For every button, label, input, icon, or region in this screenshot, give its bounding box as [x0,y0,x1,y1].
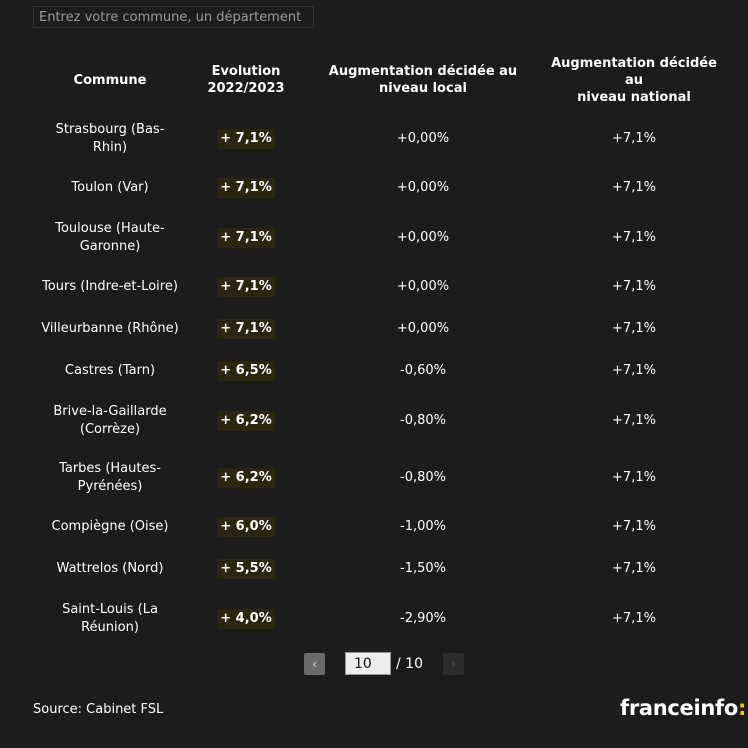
cell-commune: Villeurbanne (Rhône) [41,320,179,336]
cell-national: +7,1% [612,363,656,378]
cell-local: -0,80% [400,413,446,428]
table-row: Villeurbanne (Rhône) + 7,1% +0,00% +7,1% [33,307,733,350]
cell-evolution: + 7,1% [217,318,275,339]
cell-evolution: + 6,2% [217,411,275,431]
cell-local: +0,00% [396,320,450,336]
source-text: Source: Cabinet FSL [33,702,164,717]
cell-evolution: + 4,0% [217,609,275,629]
cell-national: +7,1% [612,230,656,245]
cell-local: -0,60% [400,363,446,378]
cell-local: -0,80% [400,470,446,485]
cell-commune: Toulon (Var) [71,180,149,195]
header-national[interactable]: Augmentation décidée au niveau national [551,55,717,105]
cell-local: -2,90% [400,611,446,626]
cell-local: +0,00% [396,180,450,195]
cell-national: +7,1% [612,180,656,195]
cell-local: +0,00% [396,279,450,294]
table-row: Saint-Louis (La Réunion) + 4,0% -2,90% +7,1… [33,590,733,648]
cell-national: +7,1% [612,561,656,576]
table-row: Brive-la-Gaillarde (Corrèze) + 6,2% -0,80%… [33,392,733,450]
table-row: Castres (Tarn) + 6,5% -0,60% +7,1% [33,350,733,392]
cell-evolution: + 7,1% [217,277,275,297]
cell-local: -1,00% [400,519,446,534]
cell-evolution: + 6,2% [217,468,275,488]
table-row: Wattrelos (Nord) + 5,5% -1,50% +7,1% [33,548,733,590]
cell-national: +7,1% [612,470,656,485]
table-row: Compiègne (Oise) + 6,0% -1,00% +7,1% [33,506,733,548]
table-row: Toulouse (Haute-Garonne) + 7,1% +0,00% +7,1… [33,209,733,267]
cell-local: +0,00% [396,130,450,146]
table-row: Tarbes (Hautes-Pyrénées) + 6,2% -0,80% +7,1… [33,450,733,506]
data-table: Commune Evolution 2022/2023 Augmentation… [33,50,733,648]
cell-evolution: + 7,1% [217,228,275,248]
cell-evolution: + 7,1% [217,178,275,198]
cell-national: +7,1% [612,130,656,146]
table-row: Toulon (Var) + 7,1% +0,00% +7,1% [33,167,733,209]
table-body: Strasbourg (Bas-Rhin) + 7,1% +0,00% +7,1% To… [33,110,733,648]
cell-commune: Compiègne (Oise) [51,519,169,534]
logo-text: franceinfo [620,696,739,720]
franceinfo-logo: franceinfo: [620,696,746,720]
table-row: Tours (Indre-et-Loire) + 7,1% +0,00% +7,1% [33,267,733,307]
cell-commune: Strasbourg (Bas-Rhin) [55,121,165,155]
cell-commune: Brive-la-Gaillarde (Corrèze) [53,404,167,437]
cell-commune: Wattrelos (Nord) [56,561,164,576]
search-input[interactable] [33,6,314,28]
pagination: ‹ / 10 › [304,652,464,675]
cell-evolution: + 6,5% [217,361,275,381]
next-page-button[interactable]: › [442,652,464,675]
cell-evolution: + 7,1% [217,128,275,149]
cell-local: +0,00% [396,230,450,245]
cell-commune: Toulouse (Haute-Garonne) [55,221,165,254]
table-header: Commune Evolution 2022/2023 Augmentation… [33,50,733,110]
cell-national: +7,1% [612,279,656,294]
cell-evolution: + 6,0% [217,517,275,537]
prev-page-button[interactable]: ‹ [304,652,325,675]
logo-colon: : [738,696,747,720]
page-number-input[interactable] [345,652,391,675]
page-total: / 10 [396,655,423,672]
cell-commune: Tours (Indre-et-Loire) [42,279,178,294]
cell-national: +7,1% [612,413,656,428]
cell-commune: Tarbes (Hautes-Pyrénées) [59,461,161,494]
cell-national: +7,1% [612,320,656,336]
chevron-left-icon: ‹ [312,656,317,671]
header-evolution[interactable]: Evolution 2022/2023 [207,64,285,96]
cell-commune: Castres (Tarn) [64,363,156,378]
table-row: Strasbourg (Bas-Rhin) + 7,1% +0,00% +7,1% [33,110,733,167]
cell-national: +7,1% [612,519,656,534]
cell-national: +7,1% [612,611,656,626]
cell-evolution: + 5,5% [217,559,275,579]
cell-commune: Saint-Louis (La Réunion) [62,602,158,635]
header-commune[interactable]: Commune [73,72,147,88]
cell-local: -1,50% [400,561,446,576]
header-local[interactable]: Augmentation décidée au niveau local [328,64,518,96]
chevron-right-icon: › [451,656,456,671]
